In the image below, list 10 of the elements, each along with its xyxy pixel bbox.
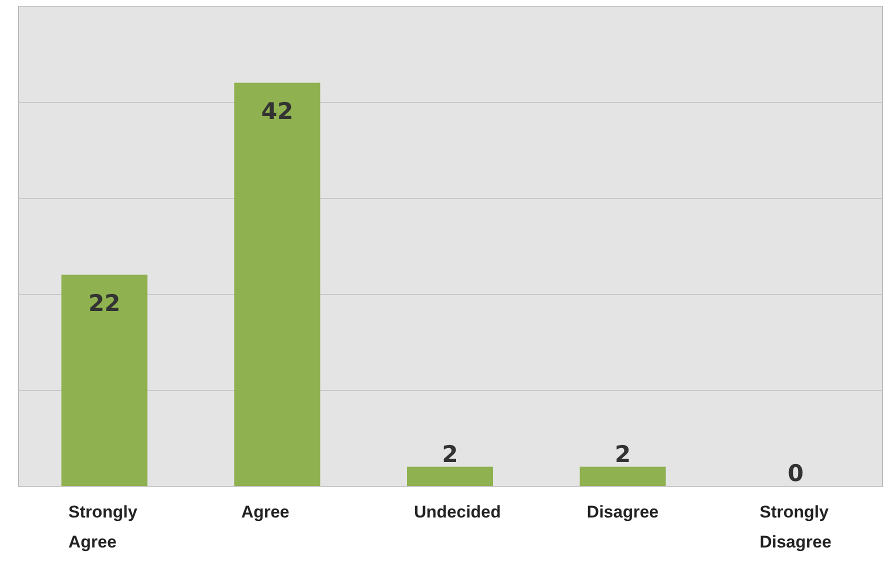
x-tick-label: Undecided [414, 502, 501, 522]
data-label: 2 [614, 442, 631, 468]
data-label: 42 [261, 98, 294, 125]
x-tick-label: Strongly Agree [68, 502, 138, 552]
data-label: 22 [88, 290, 120, 317]
data-label: 2 [442, 442, 458, 468]
data-label: 0 [788, 461, 804, 487]
x-tick-label: Disagree [586, 502, 659, 522]
x-tick-label: Agree [241, 502, 290, 522]
x-tick-label: Strongly Disagree [760, 502, 832, 552]
